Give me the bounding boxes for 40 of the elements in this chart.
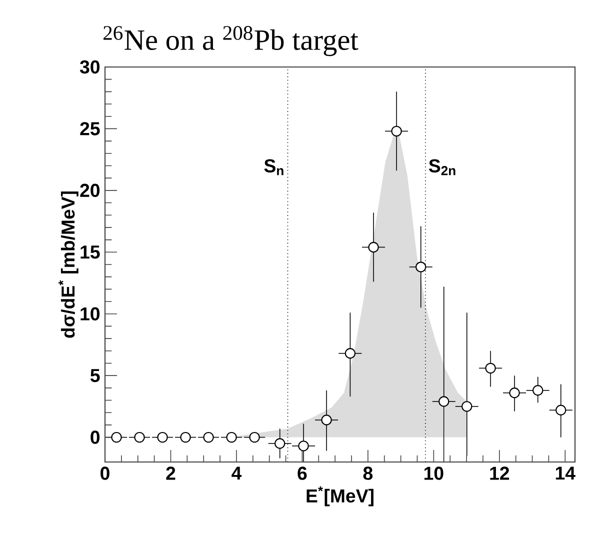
x-tick-label: 2 (166, 466, 176, 480)
point (249, 432, 260, 443)
point (226, 432, 237, 443)
x-tick-label: 14 (556, 466, 576, 480)
point (485, 362, 496, 374)
chart-title: $^{26}$Ne on a $^{208}$Pb target (104, 26, 358, 56)
x-tick-label: 12 (490, 466, 510, 480)
point (368, 242, 379, 253)
point (344, 348, 356, 359)
x-tick-label: 4 (232, 466, 242, 480)
point (134, 432, 145, 443)
point (391, 126, 402, 137)
y-tick-label: 10 (80, 307, 100, 320)
point (556, 404, 566, 416)
point (298, 440, 309, 452)
point (509, 388, 520, 398)
point (438, 396, 450, 407)
y-tick-label: 25 (80, 122, 100, 136)
x-tick-label: 0 (100, 466, 110, 480)
point (157, 432, 168, 443)
x-tick-label: 6 (298, 466, 307, 480)
point (321, 414, 332, 426)
y-tick-label: 0 (90, 430, 100, 444)
point (111, 432, 122, 443)
y-tick-label: 20 (80, 184, 100, 198)
x-axis-title: E$^{*}$[MeV] (306, 486, 374, 506)
point (416, 262, 426, 272)
point (203, 432, 214, 443)
y-tick-label: 5 (90, 369, 100, 382)
x-tick-label: 8 (363, 466, 373, 480)
point (180, 432, 191, 443)
ref-line-label: S$_{2n}$ (428, 159, 456, 176)
y-tick-label: 30 (80, 60, 100, 74)
y-tick-label: 15 (80, 246, 100, 259)
y-axis-title: dσ/dE$^{*}$ [mb/MeV] (58, 191, 78, 338)
point (462, 401, 472, 412)
point (532, 385, 544, 396)
point (274, 438, 286, 449)
x-tick-label: 10 (424, 466, 444, 480)
ref-line-label: S$_{n}$ (264, 159, 284, 176)
